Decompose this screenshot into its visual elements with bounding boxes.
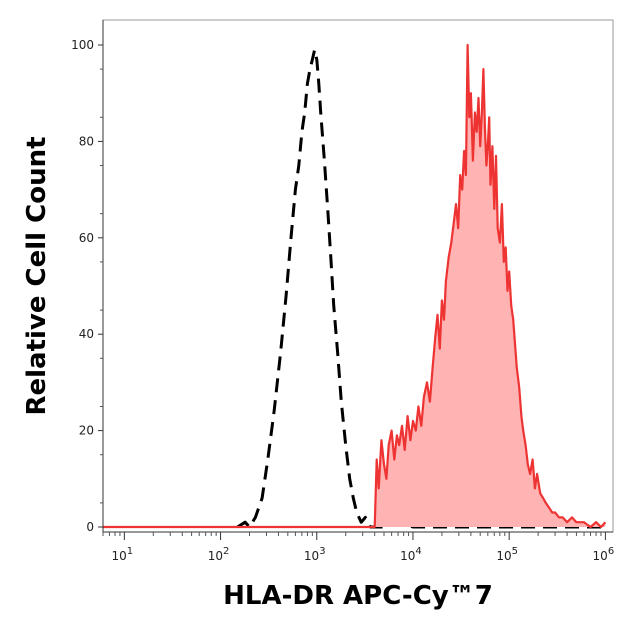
x-tick-exponent: 5 bbox=[512, 546, 518, 557]
x-tick-exponent: 6 bbox=[608, 546, 614, 557]
x-tick-base: 10 bbox=[208, 549, 223, 563]
y-tick-label: 20 bbox=[79, 424, 94, 438]
x-tick-base: 10 bbox=[496, 549, 511, 563]
series-1-line bbox=[103, 43, 607, 529]
y-tick-label: 40 bbox=[79, 327, 94, 341]
plot-area bbox=[103, 43, 607, 529]
x-tick-label: 105 bbox=[496, 546, 518, 563]
x-tick-exponent: 1 bbox=[127, 546, 133, 557]
x-tick-base: 10 bbox=[593, 549, 608, 563]
y-tick-label: 0 bbox=[86, 520, 94, 534]
x-tick-label: 102 bbox=[208, 546, 230, 563]
x-tick-base: 10 bbox=[400, 549, 415, 563]
x-tick-base: 10 bbox=[304, 549, 319, 563]
x-tick-label: 104 bbox=[400, 546, 422, 563]
plot-frame bbox=[102, 19, 614, 533]
y-axis: 0 20 40 60 80 100 bbox=[71, 20, 104, 534]
x-axis-title: HLA-DR APC-Cy™7 bbox=[223, 581, 493, 611]
x-tick-base: 10 bbox=[112, 549, 127, 563]
y-tick-label: 100 bbox=[71, 38, 94, 52]
x-tick-exponent: 3 bbox=[319, 546, 325, 557]
x-tick-label: 101 bbox=[112, 546, 134, 563]
x-tick-exponent: 2 bbox=[223, 546, 229, 557]
y-tick-label: 80 bbox=[79, 134, 94, 148]
y-tick-label: 60 bbox=[79, 231, 94, 245]
x-axis: 101 102 103 104 105 106 bbox=[102, 531, 615, 563]
x-tick-label: 103 bbox=[304, 546, 326, 563]
x-tick-exponent: 4 bbox=[415, 546, 421, 557]
y-axis-title: Relative Cell Count bbox=[22, 136, 52, 415]
series-1-fill bbox=[103, 45, 606, 527]
x-tick-label: 106 bbox=[593, 546, 615, 563]
